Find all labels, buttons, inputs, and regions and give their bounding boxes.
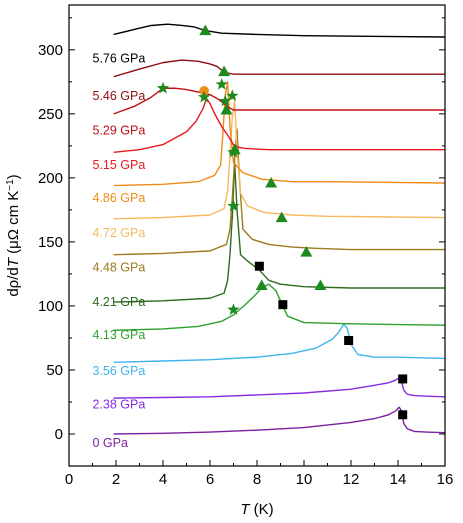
series-label: 4.13 GPa [93, 328, 146, 342]
markers-layer [156, 24, 408, 420]
y-axis-title: dρ/dT (μΩ cm K−1) [5, 174, 23, 296]
x-tick-label: 2 [112, 471, 120, 488]
triangle-marker [275, 211, 288, 223]
x-tick-label: 0 [65, 471, 73, 488]
ticks-layer: 0 2 4 6 8 10 12 14 16 0 50 100 150 200 250 300 [38, 17, 454, 488]
triangle-marker [199, 24, 212, 36]
series-line [113, 81, 446, 187]
series-label: 4.72 GPa [93, 226, 146, 240]
triangle-marker [265, 176, 278, 188]
y-tick-label: 150 [38, 234, 63, 251]
y-axis-title-exponent: −1 [5, 179, 16, 191]
x-tick-label: 6 [206, 471, 214, 488]
square-marker [344, 336, 354, 346]
y-axis-title-prefix: dρ/d [5, 267, 22, 296]
square-marker [254, 261, 264, 271]
series-label: 5.29 GPa [93, 123, 146, 137]
y-axis-title-symbol: T [5, 256, 22, 267]
series-line [113, 406, 446, 435]
y-tick-label: 300 [38, 42, 63, 59]
series-line [113, 23, 446, 38]
x-axis-title-symbol: T [240, 501, 251, 518]
series-label: 4.21 GPa [93, 295, 146, 309]
x-tick-label: 14 [390, 471, 407, 488]
triangle-marker [314, 279, 327, 290]
triangle-marker [218, 65, 231, 77]
x-tick-label: 10 [296, 471, 313, 488]
x-tick-label: 12 [343, 471, 360, 488]
y-tick-label: 200 [38, 170, 63, 187]
y-tick-label: 50 [46, 362, 63, 379]
square-marker [398, 410, 408, 420]
x-tick-label: 8 [253, 471, 261, 488]
triangle-marker [228, 143, 241, 155]
series-line [113, 97, 445, 153]
star-marker [227, 199, 240, 212]
series-label: 2.38 GPa [93, 397, 146, 411]
square-marker [398, 374, 408, 384]
star-marker [156, 81, 170, 94]
series-line [113, 128, 445, 256]
star-marker [226, 89, 239, 102]
square-marker [278, 300, 288, 310]
series-line [113, 323, 446, 363]
series-label: 4.86 GPa [93, 191, 146, 205]
triangle-marker [300, 246, 313, 257]
star-marker [219, 94, 232, 107]
y-tick-label: 250 [38, 106, 63, 123]
star-marker [227, 303, 240, 316]
x-axis-title: T (K) [240, 501, 273, 518]
series-label: 4.48 GPa [93, 260, 146, 274]
series-line [113, 100, 446, 220]
series-label: 0 GPa [93, 436, 128, 450]
y-tick-label: 100 [38, 298, 63, 315]
series-label: 5.15 GPa [93, 158, 146, 172]
y-axis-title-close: ) [5, 174, 22, 179]
triangle-marker [255, 279, 268, 290]
curve-labels-layer: 0 GPa 2.38 GPa 3.56 GPa 4.13 GPa 4.21 GPa 4.4… [93, 52, 146, 450]
y-axis-title-unit: (μΩ cm K [5, 191, 22, 258]
series-line [113, 161, 445, 303]
series-label: 3.56 GPa [93, 364, 146, 378]
star-marker [215, 77, 228, 90]
star-marker [197, 90, 211, 103]
triangle-marker [220, 104, 233, 115]
x-tick-label: 16 [437, 471, 454, 488]
x-axis-title-unit: (K) [250, 501, 274, 518]
series-label: 5.46 GPa [93, 89, 146, 103]
series-line [113, 376, 446, 399]
y-tick-label: 0 [55, 426, 63, 443]
x-tick-label: 4 [159, 471, 167, 488]
series-label: 5.76 GPa [93, 52, 146, 66]
series-line [113, 87, 445, 115]
series-line [113, 59, 445, 78]
